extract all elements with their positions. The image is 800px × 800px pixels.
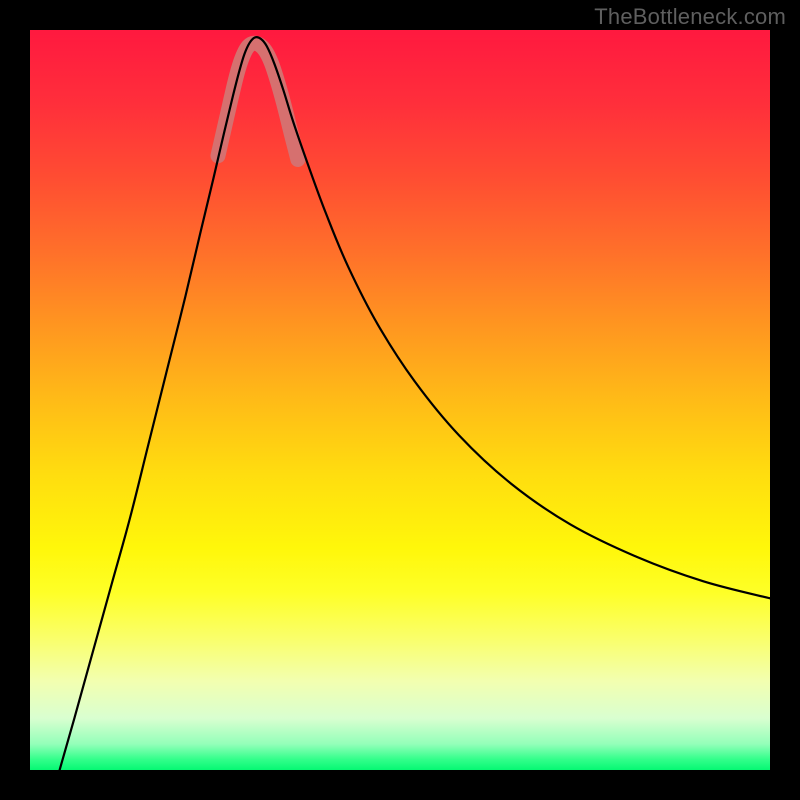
chart-svg (30, 30, 770, 770)
watermark-text: TheBottleneck.com (594, 4, 786, 30)
chart-area (30, 30, 770, 770)
gradient-background (30, 30, 770, 770)
